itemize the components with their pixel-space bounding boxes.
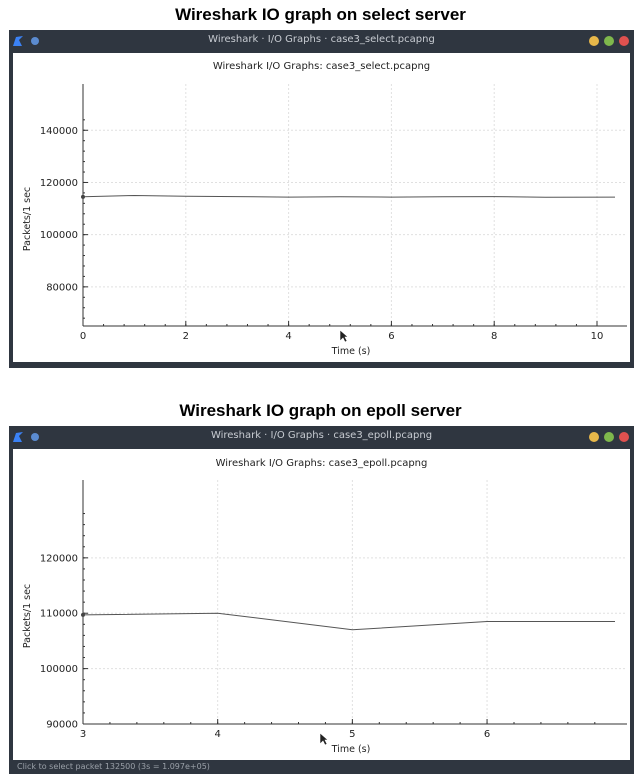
pin-icon[interactable] bbox=[31, 37, 39, 45]
wireshark-fin-icon bbox=[13, 36, 23, 46]
y-tick-label: 120000 bbox=[40, 553, 78, 564]
y-axis-label: Packets/1 sec bbox=[22, 187, 33, 251]
mouse-pointer-icon bbox=[339, 329, 349, 343]
window-titlebar[interactable]: Wireshark · I/O Graphs · case3_epoll.pca… bbox=[9, 426, 634, 448]
x-tick-label: 0 bbox=[80, 331, 86, 342]
wireshark-fin-icon bbox=[13, 432, 23, 442]
series-start-point bbox=[81, 612, 85, 617]
x-tick-label: 10 bbox=[591, 331, 604, 342]
window-titlebar[interactable]: Wireshark · I/O Graphs · case3_select.pc… bbox=[9, 30, 634, 52]
x-axis-label: Time (s) bbox=[331, 346, 371, 357]
y-tick-label: 100000 bbox=[40, 664, 78, 675]
x-tick-label: 6 bbox=[388, 331, 394, 342]
pin-icon[interactable] bbox=[31, 433, 39, 441]
graph-area[interactable]: Wireshark I/O Graphs: case3_select.pcapn… bbox=[13, 53, 630, 362]
x-axis-label: Time (s) bbox=[331, 744, 371, 755]
y-tick-label: 90000 bbox=[46, 720, 78, 731]
chart-title: Wireshark I/O Graphs: case3_select.pcapn… bbox=[213, 61, 430, 72]
y-tick-label: 100000 bbox=[40, 230, 78, 241]
chart-title: Wireshark I/O Graphs: case3_epoll.pcapng bbox=[216, 458, 428, 469]
maximize-icon[interactable] bbox=[604, 432, 614, 442]
io-graph-plot[interactable]: Wireshark I/O Graphs: case3_epoll.pcapng… bbox=[13, 449, 630, 760]
io-graph-window-select: Wireshark · I/O Graphs · case3_select.pc… bbox=[9, 30, 634, 368]
select-heading: Wireshark IO graph on select server bbox=[175, 5, 466, 24]
x-tick-label: 6 bbox=[484, 729, 490, 740]
x-tick-label: 2 bbox=[183, 331, 189, 342]
graph-area[interactable]: Wireshark I/O Graphs: case3_epoll.pcapng… bbox=[13, 449, 630, 760]
window-title: Wireshark · I/O Graphs · case3_select.pc… bbox=[208, 34, 435, 45]
y-tick-label: 120000 bbox=[40, 178, 78, 189]
close-icon[interactable] bbox=[619, 432, 629, 442]
y-tick-label: 80000 bbox=[46, 282, 78, 293]
y-tick-label: 140000 bbox=[40, 126, 78, 137]
y-axis-label: Packets/1 sec bbox=[22, 584, 33, 648]
epoll-heading: Wireshark IO graph on epoll server bbox=[179, 401, 462, 420]
x-tick-label: 5 bbox=[349, 729, 355, 740]
close-icon[interactable] bbox=[619, 36, 629, 46]
maximize-icon[interactable] bbox=[604, 36, 614, 46]
series-line bbox=[82, 612, 615, 631]
x-tick-label: 3 bbox=[80, 729, 86, 740]
window-title: Wireshark · I/O Graphs · case3_epoll.pca… bbox=[210, 430, 433, 441]
y-tick-label: 110000 bbox=[40, 609, 78, 620]
minimize-icon[interactable] bbox=[589, 432, 599, 442]
series-start-point bbox=[81, 194, 85, 199]
minimize-icon[interactable] bbox=[589, 36, 599, 46]
x-tick-label: 8 bbox=[491, 331, 497, 342]
series-line bbox=[82, 194, 616, 198]
x-tick-label: 4 bbox=[285, 331, 291, 342]
status-bar: Click to select packet 132500 (3s = 1.09… bbox=[17, 762, 210, 771]
io-graph-plot[interactable]: Wireshark I/O Graphs: case3_select.pcapn… bbox=[13, 53, 630, 362]
x-tick-label: 4 bbox=[214, 729, 220, 740]
mouse-pointer-icon bbox=[319, 732, 329, 746]
io-graph-window-epoll: Wireshark · I/O Graphs · case3_epoll.pca… bbox=[9, 426, 634, 774]
